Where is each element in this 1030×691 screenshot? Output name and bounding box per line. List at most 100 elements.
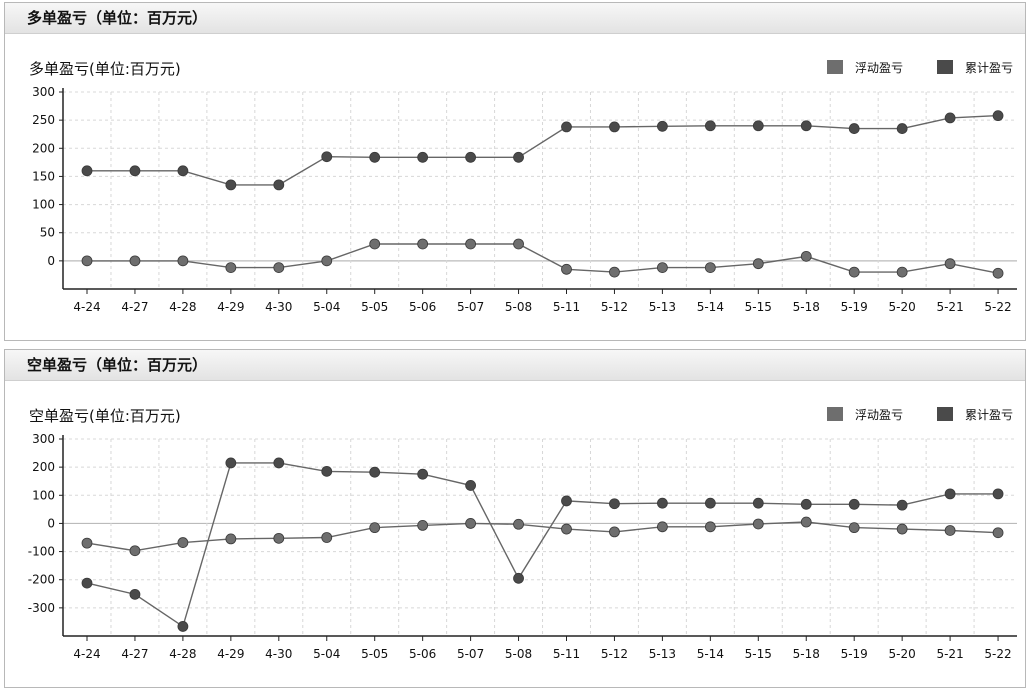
short-series-1-point-19 xyxy=(992,488,1004,500)
short-xtick-label-17: 5-20 xyxy=(889,647,916,661)
long-ytick-label-4: 200 xyxy=(32,141,55,155)
short-series-0-point-1 xyxy=(129,545,141,557)
long-ytick-label-0: 0 xyxy=(47,254,55,268)
long-legend-swatch-0 xyxy=(827,60,843,74)
long-series-1-point-12 xyxy=(657,120,668,132)
short-series-1-point-11 xyxy=(609,498,620,510)
short-xtick-label-11: 5-12 xyxy=(601,647,628,661)
short-series-0-point-8 xyxy=(465,518,477,529)
short-series-0-point-7 xyxy=(417,519,429,531)
long-series-0-point-3 xyxy=(225,262,237,274)
short-series-0-point-16 xyxy=(848,522,860,534)
short-ytick-label-0: -300 xyxy=(28,601,55,615)
short-xtick-label-2: 4-28 xyxy=(169,647,196,661)
short-series-1-point-3 xyxy=(225,457,237,469)
long-xtick-label-0: 4-24 xyxy=(73,300,100,314)
short-xtick-label-18: 5-21 xyxy=(936,647,963,661)
long-series-0-point-16 xyxy=(848,266,860,278)
long-series-0-point-14 xyxy=(752,258,764,270)
short-series-0-point-17 xyxy=(896,523,908,535)
long-ytick-label-1: 50 xyxy=(40,226,55,240)
short-ytick-label-5: 200 xyxy=(32,460,55,474)
short-ytick-label-4: 100 xyxy=(32,488,55,502)
long-series-0-point-13 xyxy=(704,262,716,274)
short-xtick-label-3: 4-29 xyxy=(217,647,244,661)
short-series-1-point-0 xyxy=(81,577,93,589)
short-series-0-point-10 xyxy=(561,523,572,535)
long-xtick-label-4: 4-30 xyxy=(265,300,292,314)
long-series-1-point-18 xyxy=(944,112,956,124)
short-xtick-label-5: 5-04 xyxy=(313,647,340,661)
long-xtick-label-9: 5-08 xyxy=(505,300,532,314)
short-series-1-point-16 xyxy=(848,498,860,510)
short-xtick-label-15: 5-18 xyxy=(793,647,820,661)
long-series-1-point-15 xyxy=(800,120,812,132)
short-series-1-point-15 xyxy=(800,498,812,510)
long-series-0-point-9 xyxy=(513,238,524,250)
short-series-0-point-5 xyxy=(321,532,333,543)
long-series-1-point-5 xyxy=(321,151,333,163)
short-series-0-point-18 xyxy=(944,525,956,536)
long-ytick-label-2: 100 xyxy=(32,198,55,212)
long-xtick-label-12: 5-13 xyxy=(649,300,676,314)
long-series-1-point-0 xyxy=(81,165,93,177)
long-series-0-point-11 xyxy=(609,266,620,278)
long-xtick-label-15: 5-18 xyxy=(793,300,820,314)
short-series-0-point-2 xyxy=(177,537,189,548)
short-series-1-point-6 xyxy=(369,466,381,478)
long-ytick-label-5: 250 xyxy=(32,113,55,127)
long-legend-swatch-1 xyxy=(937,60,953,74)
short-legend-swatch-1 xyxy=(937,407,953,421)
long-series-1-point-2 xyxy=(177,165,189,177)
short-series-0-point-13 xyxy=(704,521,716,533)
long-series-0-point-10 xyxy=(561,263,572,275)
long-xtick-label-3: 4-29 xyxy=(217,300,244,314)
long-xtick-label-5: 5-04 xyxy=(313,300,340,314)
short-series-1-point-9 xyxy=(513,572,524,584)
short-chart-title: 空单盈亏(单位:百万元) xyxy=(29,407,181,425)
long-series-0-point-12 xyxy=(657,262,668,274)
long-series-line-0 xyxy=(87,243,999,274)
short-series-1-point-2 xyxy=(177,621,189,632)
long-series-1-point-4 xyxy=(273,179,285,191)
long-series-1-point-1 xyxy=(129,165,141,177)
short-ytick-label-1: -200 xyxy=(28,573,55,587)
short-series-1-point-14 xyxy=(752,497,764,509)
short-xtick-label-6: 5-05 xyxy=(361,647,388,661)
short-pnl-panel-header: 空单盈亏（单位：百万元） xyxy=(5,350,1025,381)
short-xtick-label-16: 5-19 xyxy=(841,647,868,661)
long-ytick-label-6: 300 xyxy=(32,85,55,99)
long-series-0-point-0 xyxy=(81,255,93,267)
short-series-line-0 xyxy=(86,521,999,552)
long-series-0-point-8 xyxy=(465,238,477,250)
short-series-0-point-15 xyxy=(800,516,812,528)
long-pnl-chart: 多单盈亏(单位:百万元) 浮动盈亏 累计盈亏 0 50 100 150 200 250 300 4-… xyxy=(29,60,1017,314)
short-series-1-point-17 xyxy=(896,499,908,511)
short-series-0-point-3 xyxy=(225,533,237,545)
long-series-0-point-6 xyxy=(369,238,381,250)
long-xtick-label-8: 5-07 xyxy=(457,300,484,314)
long-series-1-point-9 xyxy=(513,151,524,163)
long-series-0-point-18 xyxy=(944,258,956,270)
long-xtick-label-11: 5-12 xyxy=(601,300,628,314)
long-xtick-label-7: 5-06 xyxy=(409,300,436,314)
long-series-0-point-19 xyxy=(992,267,1004,279)
long-series-0-point-5 xyxy=(321,255,333,267)
short-ytick-label-3: 0 xyxy=(47,516,55,530)
long-series-0-point-4 xyxy=(273,262,285,274)
short-series-0-point-14 xyxy=(752,518,764,530)
short-xtick-label-12: 5-13 xyxy=(649,647,676,661)
short-xtick-label-10: 5-11 xyxy=(553,647,580,661)
long-series-1-point-13 xyxy=(704,120,716,132)
long-series-line-1 xyxy=(87,114,999,186)
short-series-0-point-6 xyxy=(369,522,381,534)
long-xtick-label-10: 5-11 xyxy=(553,300,580,314)
long-series-1-point-6 xyxy=(369,151,381,163)
long-series-0-point-2 xyxy=(177,255,189,267)
short-xtick-label-7: 5-06 xyxy=(409,647,436,661)
short-series-0-point-19 xyxy=(992,527,1004,539)
short-series-1-point-8 xyxy=(465,480,477,491)
long-series-1-point-7 xyxy=(417,151,429,163)
long-legend-label-0: 浮动盈亏 xyxy=(855,61,903,75)
long-series-1-point-11 xyxy=(609,121,620,133)
